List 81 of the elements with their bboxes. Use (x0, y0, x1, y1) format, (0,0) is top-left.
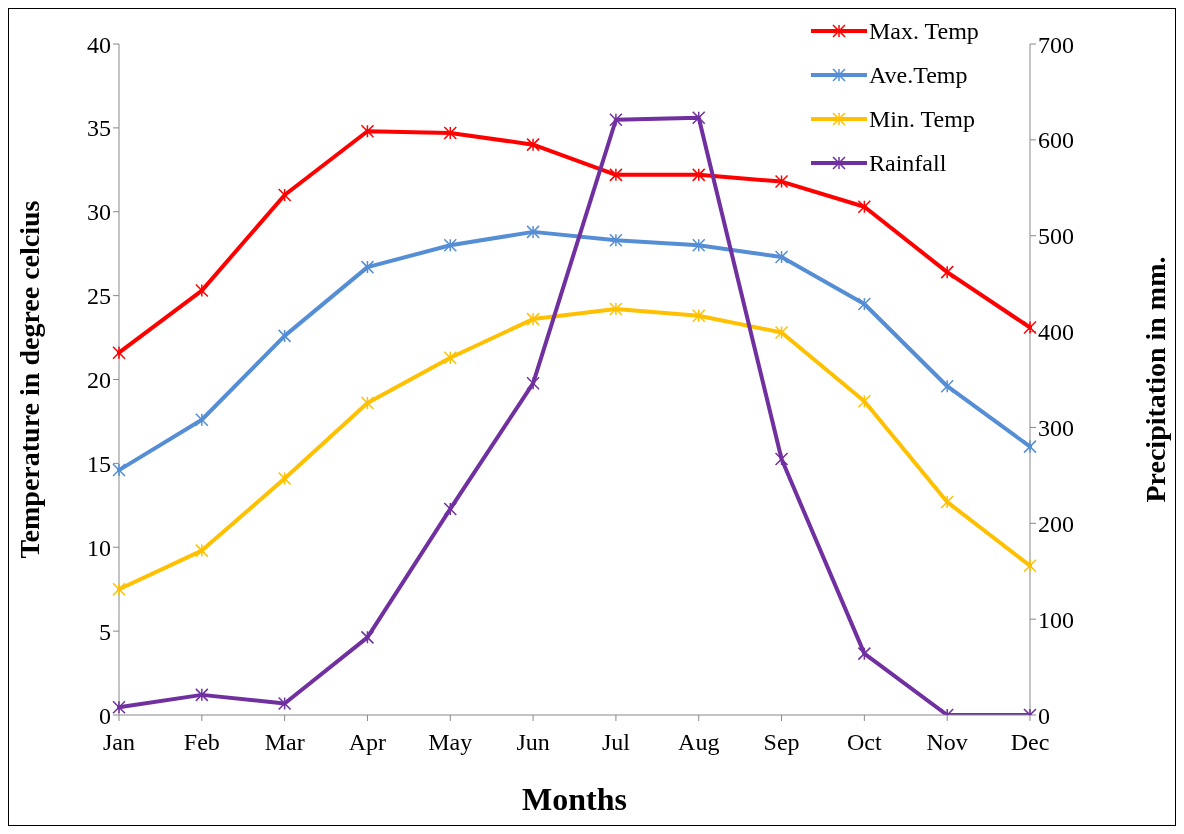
point (691, 168, 706, 182)
point (112, 700, 126, 715)
point (691, 111, 706, 125)
y-tick-label: 5 (99, 618, 111, 645)
point (277, 329, 292, 343)
y2-axis-title: Precipitation in mm. (1139, 256, 1171, 503)
point (443, 126, 458, 140)
y2-tick-label: 700 (1038, 31, 1074, 58)
point (857, 646, 872, 661)
y-tick-label: 20 (87, 367, 111, 394)
point (443, 350, 458, 365)
x-tick-label: Jun (516, 729, 550, 756)
point (940, 265, 954, 279)
x-axis-title: Months (522, 781, 627, 817)
x-tick-label: Jul (601, 729, 631, 756)
point (112, 345, 126, 360)
point (277, 188, 292, 202)
point (526, 312, 540, 326)
point (360, 124, 375, 138)
y2-tick-label: 500 (1038, 223, 1074, 250)
y-tick-label: 35 (87, 115, 111, 142)
point (609, 233, 623, 248)
y2-tick-label: 100 (1038, 606, 1074, 633)
x-tick-label: Sep (763, 729, 800, 756)
point (112, 582, 126, 596)
x-tick-label: Apr (348, 729, 387, 756)
point (443, 238, 458, 253)
point (691, 238, 706, 253)
legend-label: Rainfall (869, 149, 947, 177)
point (940, 379, 954, 393)
y-axis-title: Temperature in degree celcius (13, 200, 45, 559)
point (277, 696, 292, 711)
point (360, 630, 375, 645)
point (1023, 320, 1037, 335)
point (195, 283, 209, 298)
point (609, 302, 623, 316)
y2-tick-label: 400 (1038, 319, 1074, 346)
x-tick-label: Jan (103, 729, 135, 756)
point (360, 396, 375, 410)
point (526, 376, 540, 391)
point (691, 309, 706, 323)
x-tick-label: Nov (926, 729, 968, 756)
point (443, 502, 458, 516)
point (774, 452, 789, 466)
y-tick-label: 30 (87, 199, 111, 226)
point (526, 137, 540, 152)
x-tick-label: Oct (847, 729, 883, 756)
point (857, 199, 872, 214)
x-tick-label: Aug (678, 729, 720, 756)
x-tick-label: Mar (264, 729, 305, 756)
y2-tick-label: 200 (1038, 510, 1074, 537)
point (774, 174, 789, 189)
point (1023, 558, 1037, 573)
x-tick-label: May (428, 729, 473, 756)
point (360, 260, 375, 274)
y2-tick-label: 0 (1038, 702, 1050, 729)
point (1023, 439, 1037, 454)
x-tick-label: Dec (1010, 729, 1050, 756)
y-tick-label: 10 (87, 534, 111, 561)
point (609, 112, 623, 127)
legend-label: Max. Temp (869, 17, 979, 45)
point (277, 471, 292, 486)
point (195, 688, 209, 702)
point (195, 413, 209, 427)
point (857, 394, 872, 409)
y-tick-label: 25 (87, 283, 111, 310)
y2-tick-label: 600 (1038, 127, 1074, 154)
y-tick-label: 0 (99, 702, 111, 729)
point (857, 297, 872, 311)
point (112, 463, 126, 477)
point (774, 325, 789, 340)
legend-label: Ave.Temp (869, 61, 968, 89)
x-tick-label: Feb (183, 729, 220, 756)
y2-tick-label: 300 (1038, 414, 1074, 441)
legend-label: Min. Temp (869, 105, 975, 133)
point (195, 543, 209, 558)
y-tick-label: 40 (87, 31, 111, 58)
y-tick-label: 15 (87, 450, 111, 477)
point (609, 168, 623, 182)
point (774, 250, 789, 264)
point (526, 225, 540, 239)
